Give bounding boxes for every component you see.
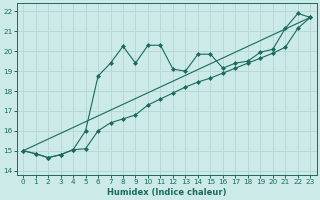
X-axis label: Humidex (Indice chaleur): Humidex (Indice chaleur) [107,188,227,197]
